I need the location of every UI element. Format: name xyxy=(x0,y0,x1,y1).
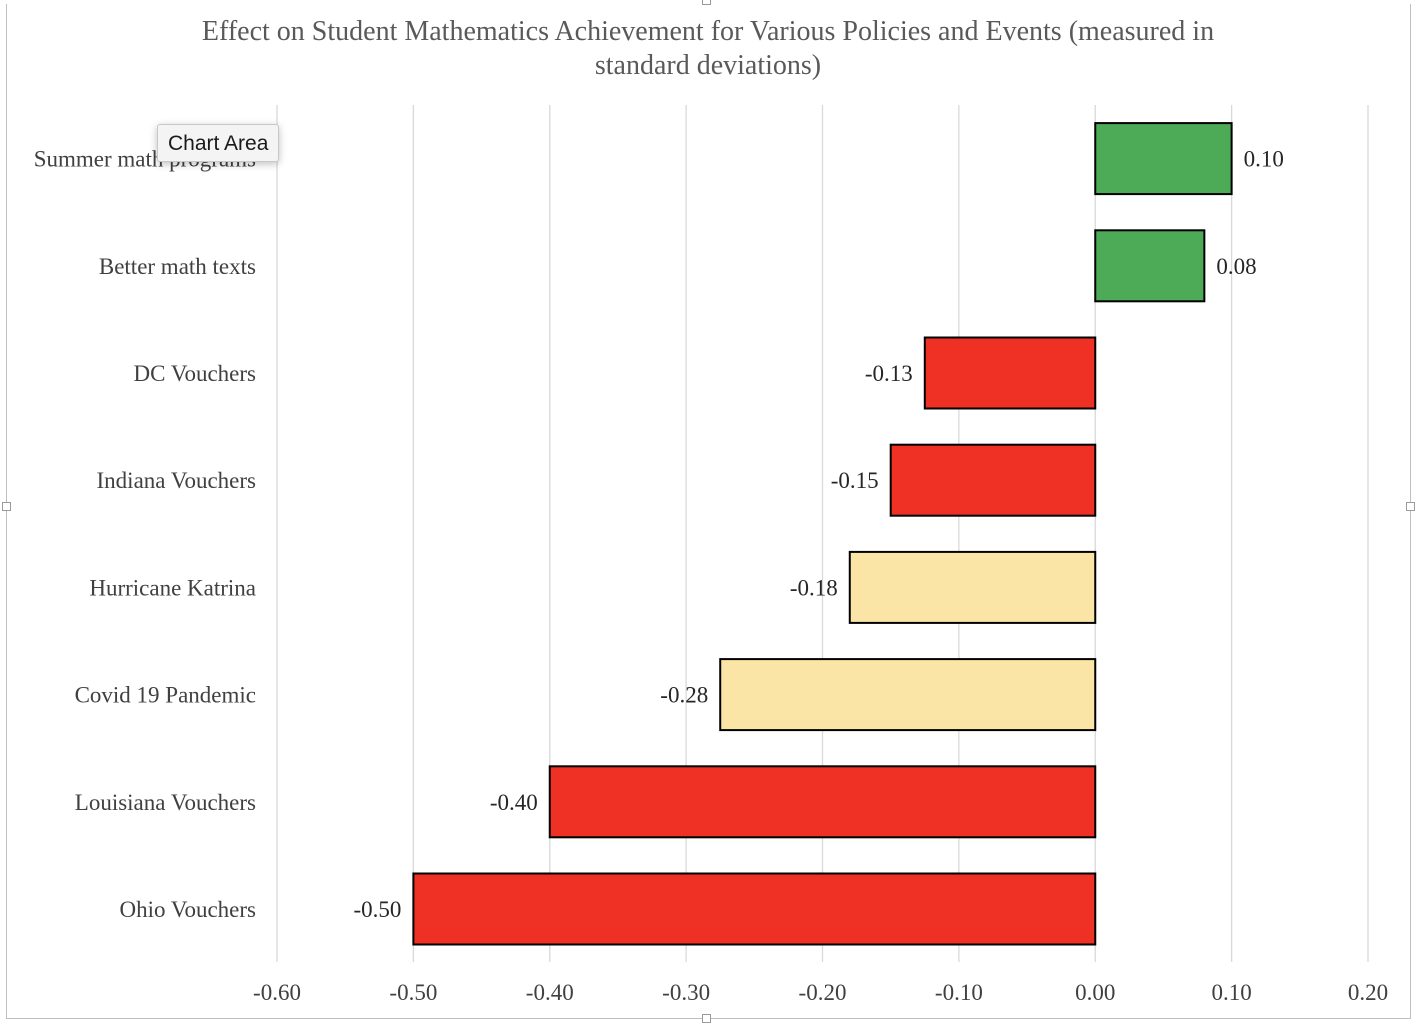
tick-label: -0.50 xyxy=(389,980,437,1005)
tick-label: -0.40 xyxy=(526,980,574,1005)
resize-handle-right[interactable] xyxy=(1406,502,1415,511)
tick-label: -0.60 xyxy=(253,980,301,1005)
tick-label: 0.00 xyxy=(1075,980,1115,1005)
data-label: 0.08 xyxy=(1216,254,1256,279)
chart-frame-left xyxy=(6,4,7,1018)
chart-area-tooltip: Chart Area xyxy=(157,124,280,162)
tick-label: -0.10 xyxy=(935,980,983,1005)
chart-title: Effect on Student Mathematics Achievemen… xyxy=(202,16,1214,81)
bar[interactable] xyxy=(923,336,1097,410)
category-label: Hurricane Katrina xyxy=(89,575,256,600)
resize-handle-left[interactable] xyxy=(2,502,11,511)
value-axis: -0.60 -0.50 -0.40 -0.30 -0.20 -0.10 0.00 0.10 0.… xyxy=(253,980,1388,1005)
data-label: -0.18 xyxy=(790,575,838,600)
bar[interactable] xyxy=(719,658,1097,732)
data-label: 0.10 xyxy=(1244,147,1284,172)
category-label: Covid 19 Pandemic xyxy=(75,683,256,708)
bar[interactable] xyxy=(1094,229,1206,303)
category-label: Better math texts xyxy=(99,254,256,279)
chart-title-line: Effect on Student Mathematics Achievemen… xyxy=(202,16,1214,47)
resize-handle-top[interactable] xyxy=(702,0,711,5)
bar[interactable] xyxy=(848,550,1097,624)
chart-frame-right xyxy=(1410,4,1411,1018)
category-label: DC Vouchers xyxy=(134,361,257,386)
data-labels: 0.10 0.08 -0.13 -0.15 -0.18 -0.28 -0.40 -0.50 xyxy=(353,147,1283,922)
data-label: -0.28 xyxy=(660,683,708,708)
bar[interactable] xyxy=(412,872,1097,946)
data-label: -0.50 xyxy=(353,897,401,922)
tick-label: -0.20 xyxy=(799,980,847,1005)
chart-title-line: standard deviations) xyxy=(595,50,821,81)
resize-handle-bottom[interactable] xyxy=(702,1014,711,1023)
bar[interactable] xyxy=(1094,122,1233,196)
bar[interactable] xyxy=(889,443,1097,517)
bar[interactable] xyxy=(548,765,1097,839)
category-label: Indiana Vouchers xyxy=(97,468,257,493)
tick-label: 0.20 xyxy=(1348,980,1388,1005)
data-label: -0.40 xyxy=(490,790,538,815)
data-label: -0.15 xyxy=(831,468,879,493)
bars xyxy=(412,122,1233,946)
data-label: -0.13 xyxy=(865,361,913,386)
category-label: Ohio Vouchers xyxy=(119,897,256,922)
category-label: Louisiana Vouchers xyxy=(75,790,256,815)
tick-label: 0.10 xyxy=(1212,980,1252,1005)
tick-label: -0.30 xyxy=(662,980,710,1005)
